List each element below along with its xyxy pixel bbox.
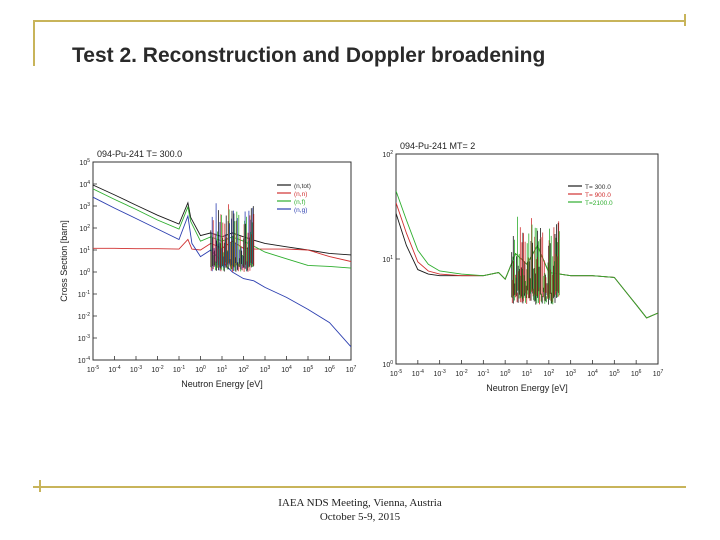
x-tick-label: 10-2 [151, 365, 163, 374]
x-tick-label: 10-1 [173, 365, 185, 374]
x-tick-label: 105 [609, 369, 620, 378]
series-line [396, 190, 658, 319]
y-tick-label: 103 [79, 202, 90, 211]
y-tick-label: 100 [382, 360, 393, 369]
legend-label: T=2100.0 [585, 200, 613, 207]
y-tick-label: 102 [79, 224, 90, 233]
resonance-region [210, 203, 255, 272]
y-tick-label: 100 [79, 268, 90, 277]
x-tick-label: 10-2 [455, 369, 467, 378]
left-cross-section-chart: 094-Pu-241 T= 300.010-5 10-4 10-3 10-2 10-1 1… [59, 149, 357, 389]
legend-label: (n,g) [294, 207, 307, 214]
x-tick-label: 103 [565, 369, 576, 378]
x-tick-label: 10-5 [87, 365, 99, 374]
x-tick-label: 10-3 [130, 365, 142, 374]
legend-label: T= 300.0 [585, 184, 611, 191]
x-tick-label: 101 [217, 365, 228, 374]
bottom-rule [33, 486, 686, 488]
legend-label: (n,f) [294, 199, 306, 206]
footer-line-2: October 5-9, 2015 [319, 511, 401, 523]
top-rule [33, 20, 686, 22]
x-tick-label: 105 [303, 365, 314, 374]
chart-title: 094-Pu-241 MT= 2 [400, 141, 475, 151]
x-tick-label: 103 [260, 365, 271, 374]
x-tick-label: 10-4 [108, 365, 120, 374]
x-tick-label: 100 [500, 369, 511, 378]
y-tick-label: 102 [382, 150, 393, 159]
legend-label: (n,n) [294, 191, 307, 198]
x-tick-label: 107 [346, 365, 357, 374]
top-right-vertical-rule [684, 14, 686, 26]
x-tick-label: 10-1 [477, 369, 489, 378]
right-doppler-chart: 094-Pu-241 MT= 2 10-5 10-4 10-3 10-2 10-1 100 1… [382, 141, 664, 393]
x-tick-label: 106 [631, 369, 642, 378]
x-tick-label: 106 [324, 365, 335, 374]
y-tick-label: 104 [79, 180, 90, 189]
legend-label: (n,tot) [294, 183, 311, 190]
x-tick-label: 102 [544, 369, 555, 378]
x-tick-label: 101 [522, 369, 533, 378]
x-tick-label: 10-5 [390, 369, 402, 378]
x-tick-label: 104 [587, 369, 598, 378]
chart-title: 094-Pu-241 T= 300.0 [97, 149, 182, 159]
y-tick-label: 10-3 [78, 334, 90, 343]
x-axis-label: Neutron Energy [eV] [486, 383, 568, 393]
x-axis-label: Neutron Energy [eV] [181, 379, 263, 389]
x-tick-label: 100 [195, 365, 206, 374]
y-tick-label: 105 [79, 158, 90, 167]
bottom-left-vertical-rule [39, 480, 41, 492]
x-tick-label: 10-3 [434, 369, 446, 378]
x-tick-label: 104 [281, 365, 292, 374]
x-tick-label: 107 [653, 369, 664, 378]
y-tick-label: 101 [79, 246, 90, 255]
x-tick-label: 10-4 [412, 369, 424, 378]
slide-footer: IAEA NDS Meeting, Vienna, Austria Octobe… [230, 496, 490, 524]
y-tick-label: 101 [382, 255, 393, 264]
footer-line-1: IAEA NDS Meeting, Vienna, Austria [278, 497, 442, 509]
x-tick-label: 102 [238, 365, 249, 374]
y-tick-label: 10-2 [78, 312, 90, 321]
left-vertical-rule [33, 20, 35, 66]
resonance-region [511, 216, 560, 305]
slide-title: Test 2. Reconstruction and Doppler broad… [72, 44, 546, 67]
y-tick-label: 10-1 [78, 290, 90, 299]
legend-label: T= 900.0 [585, 192, 611, 199]
y-axis-label: Cross Section [barn] [59, 220, 69, 302]
y-tick-label: 10-4 [78, 356, 90, 365]
